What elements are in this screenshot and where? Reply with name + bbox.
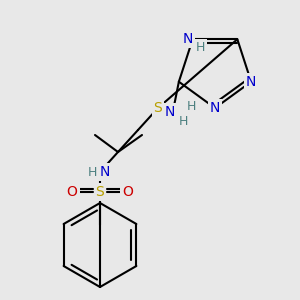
Text: N: N (182, 32, 193, 46)
Text: S: S (96, 185, 104, 199)
Text: N: N (165, 105, 175, 119)
Text: H: H (187, 100, 196, 113)
Text: S: S (154, 101, 162, 115)
Text: N: N (210, 101, 220, 115)
Text: N: N (100, 165, 110, 179)
Text: O: O (123, 185, 134, 199)
Text: O: O (67, 185, 77, 199)
Text: H: H (87, 166, 97, 178)
Text: N: N (246, 75, 256, 89)
Text: H: H (196, 41, 206, 54)
Text: H: H (179, 115, 188, 128)
